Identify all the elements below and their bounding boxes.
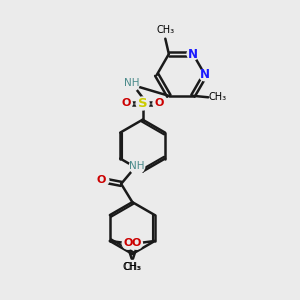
Circle shape (97, 174, 109, 186)
Circle shape (130, 238, 142, 249)
Circle shape (124, 76, 140, 91)
Text: NH: NH (129, 161, 145, 171)
Text: S: S (138, 97, 148, 110)
Circle shape (122, 238, 134, 249)
Circle shape (153, 98, 165, 110)
Text: CH₃: CH₃ (124, 262, 142, 272)
Circle shape (136, 97, 149, 110)
Circle shape (187, 48, 199, 60)
Text: O: O (132, 238, 141, 248)
Text: CH₃: CH₃ (209, 92, 227, 102)
Text: O: O (154, 98, 164, 109)
Circle shape (199, 69, 211, 81)
Circle shape (121, 98, 132, 110)
Text: O: O (122, 98, 131, 109)
Text: CH₃: CH₃ (156, 26, 174, 35)
Text: O: O (124, 238, 133, 248)
Text: CH₃: CH₃ (123, 262, 141, 272)
Text: NH: NH (124, 79, 140, 88)
Circle shape (129, 158, 145, 174)
Text: N: N (188, 47, 198, 61)
Text: O: O (97, 175, 106, 185)
Text: N: N (200, 68, 210, 81)
